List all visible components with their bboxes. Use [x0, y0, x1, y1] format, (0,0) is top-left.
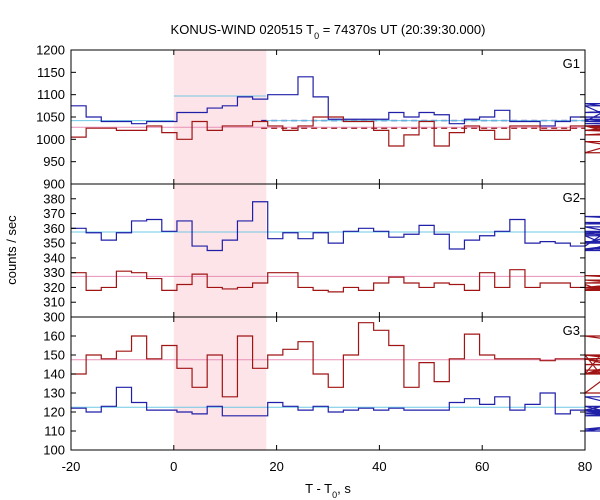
series-red-histogram — [71, 269, 600, 293]
series-blue-histogram — [71, 386, 600, 432]
y-tick-label: 360 — [43, 221, 65, 236]
y-tick-label: 130 — [43, 386, 65, 401]
y-tick-label: 330 — [43, 265, 65, 280]
y-tick-label: 320 — [43, 280, 65, 295]
panel-label: G1 — [563, 56, 580, 71]
panel-label: G2 — [563, 190, 580, 205]
series-blue-histogram — [71, 76, 600, 127]
y-tick-label: 1100 — [37, 87, 65, 102]
x-tick-label: 20 — [269, 459, 283, 474]
y-tick-label: 110 — [44, 424, 65, 439]
x-tick-label: 60 — [475, 459, 489, 474]
y-axis-label: counts / sec — [4, 215, 19, 285]
y-tick-label: 1050 — [36, 110, 65, 125]
panel-g3: 100 110 120 130 140 150 160 G3 — [43, 316, 600, 458]
series-blue-histogram — [71, 201, 600, 252]
x-axis-label: T - T0, s — [305, 481, 351, 500]
series-red-histogram — [71, 116, 600, 154]
y-tick-label: 160 — [43, 329, 65, 344]
plot-area: 90095010001050110011501200G1300310320330… — [36, 43, 600, 474]
y-tick-label: 340 — [43, 250, 65, 265]
panel-frame — [70, 183, 586, 318]
y-tick-label: 100 — [43, 443, 65, 458]
y-tick-label: 950 — [43, 154, 65, 169]
y-tick-label: 300 — [43, 310, 65, 325]
y-tick-label: 140 — [43, 367, 65, 382]
y-tick-label: 900 — [43, 177, 65, 192]
x-tick-label: 80 — [578, 459, 592, 474]
y-tick-label: 120 — [43, 405, 65, 420]
y-tick-label: 150 — [43, 348, 65, 363]
y-tick-label: 370 — [43, 206, 65, 221]
y-tick-label: 350 — [43, 236, 65, 251]
panel-frame — [70, 316, 586, 451]
x-tick-label: -20 — [62, 459, 81, 474]
y-tick-label: 1200 — [36, 43, 65, 58]
panel-g1: 900 950 1000 1050 1100 1150 1200 G1 — [36, 43, 600, 192]
y-tick-label: 1150 — [37, 65, 65, 80]
y-tick-label: 1000 — [36, 132, 65, 147]
y-tick-label: 380 — [43, 191, 65, 206]
chart-title: KONUS-WIND 020515 T0 = 74370s UT (20:39:… — [171, 22, 486, 41]
y-tick-label: 310 — [43, 295, 65, 310]
x-tick-label: 40 — [372, 459, 386, 474]
panel-label: G3 — [563, 323, 580, 338]
x-tick-label: 0 — [170, 459, 177, 474]
